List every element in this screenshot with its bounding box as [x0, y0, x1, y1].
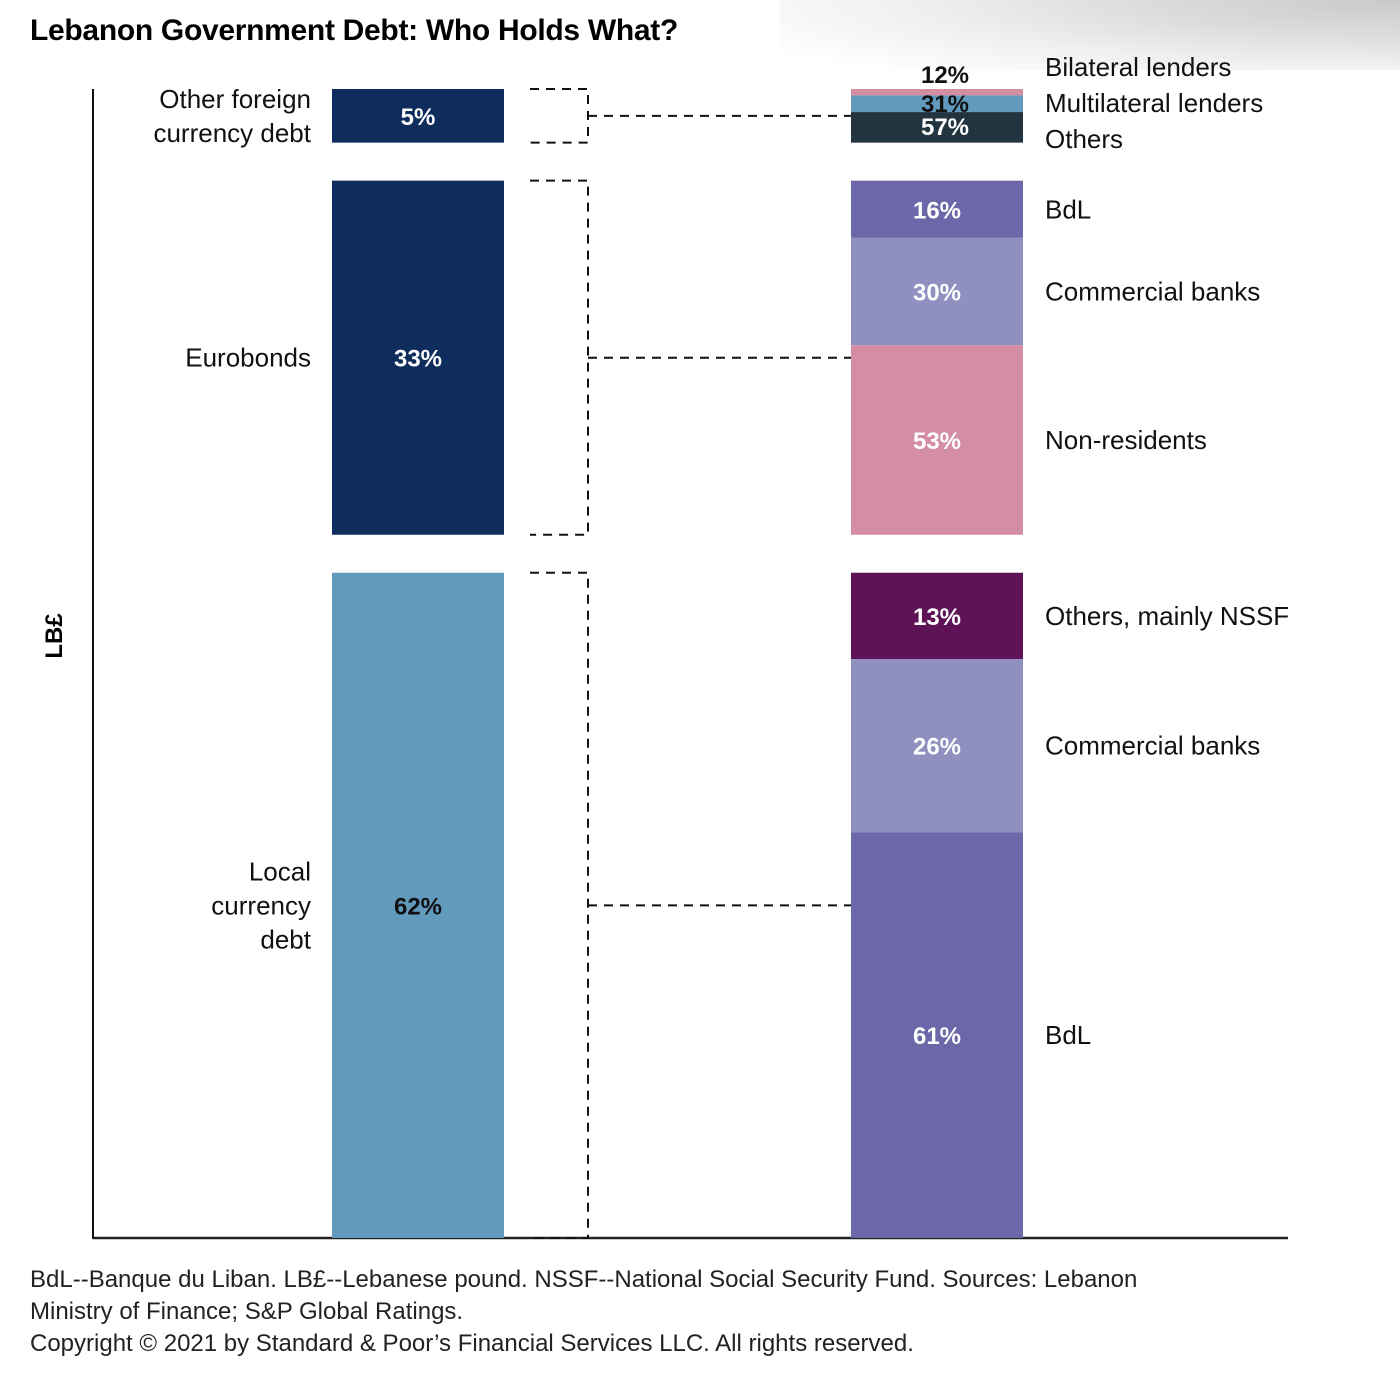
- segment-value-label-bdl: 61%: [913, 1023, 961, 1050]
- bracket-local-currency-debt: [530, 571, 589, 1239]
- segment-other-foreign-currency-debt-others: [851, 112, 1023, 143]
- segment-eurobonds-bdl: [851, 180, 1023, 238]
- bar-other-foreign-currency-debt: [332, 89, 504, 143]
- bar-value-label-local-currency-debt: 62%: [394, 893, 442, 920]
- segment-value-label-commercial-banks: 30%: [913, 280, 961, 307]
- y-axis-label: LB£: [41, 613, 68, 659]
- segment-name-label-bilateral-lenders: Bilateral lenders: [1045, 52, 1231, 82]
- segment-name-label-commercial-banks: Commercial banks: [1045, 731, 1260, 761]
- category-label-local-currency-debt: Local: [249, 856, 311, 886]
- chart-labels: LB£ 5% Other foreign currency debt 12% Bilate…: [41, 52, 1289, 1050]
- category-label-other-foreign-currency-debt: Other foreign: [159, 84, 311, 114]
- chart-title: Lebanon Government Debt: Who Holds What?: [30, 14, 678, 47]
- segment-name-label-commercial-banks: Commercial banks: [1045, 277, 1260, 307]
- segment-name-label-multilateral-lenders: Multilateral lenders: [1045, 88, 1263, 118]
- segment-eurobonds-non-residents: [851, 345, 1023, 535]
- segment-name-label-non-residents: Non-residents: [1045, 425, 1207, 455]
- connector-brackets: [530, 88, 851, 1239]
- bar-value-label-eurobonds: 33%: [394, 346, 442, 373]
- segment-value-label-others-mainly-nssf: 13%: [913, 604, 961, 631]
- category-label-local-currency-debt: currency: [211, 890, 311, 920]
- category-label-other-foreign-currency-debt: currency debt: [153, 118, 311, 148]
- segment-other-foreign-currency-debt-bilateral-lenders: [851, 89, 1023, 96]
- copyright: Copyright © 2021 by Standard & Poor’s Fi…: [30, 1330, 914, 1357]
- segment-eurobonds-commercial-banks: [851, 237, 1023, 346]
- bar-local-currency-debt: [332, 572, 504, 1238]
- segment-value-label-bilateral-lenders: 12%: [921, 62, 969, 89]
- total-bars: [332, 89, 504, 1238]
- segment-value-label-bdl: 16%: [913, 197, 961, 224]
- footnote-line-1: BdL--Banque du Liban. LB£--Lebanese poun…: [30, 1266, 1138, 1293]
- bracket-eurobonds: [530, 179, 589, 536]
- segment-name-label-bdl: BdL: [1045, 1020, 1091, 1050]
- category-label-eurobonds: Eurobonds: [185, 343, 311, 373]
- segment-other-foreign-currency-debt-multilateral-lenders: [851, 95, 1023, 113]
- axes: [92, 89, 1288, 1240]
- segment-value-label-commercial-banks: 26%: [913, 734, 961, 761]
- segment-local-currency-debt-others-mainly-nssf: [851, 572, 1023, 660]
- category-label-local-currency-debt: debt: [260, 924, 311, 954]
- segment-value-label-others: 57%: [921, 114, 969, 141]
- footnote-line-2: Ministry of Finance; S&P Global Ratings.: [30, 1298, 464, 1325]
- segment-value-label-non-residents: 53%: [913, 428, 961, 455]
- segment-local-currency-debt-bdl: [851, 832, 1023, 1238]
- segment-name-label-bdl: BdL: [1045, 194, 1091, 224]
- bracket-other-foreign-currency-debt: [530, 88, 589, 144]
- chart-area: LB£ 5% Other foreign currency debt 12% Bilate…: [41, 52, 1289, 1240]
- segment-name-label-others: Others: [1045, 124, 1123, 154]
- segment-value-label-multilateral-lenders: 31%: [921, 91, 969, 118]
- footnote: BdL--Banque du Liban. LB£--Lebanese poun…: [30, 1264, 1380, 1360]
- bar-eurobonds: [332, 180, 504, 535]
- segment-local-currency-debt-commercial-banks: [851, 659, 1023, 833]
- breakdown-bars: [851, 89, 1023, 1238]
- segment-name-label-others-mainly-nssf: Others, mainly NSSF: [1045, 601, 1289, 631]
- bar-value-label-other-foreign-currency-debt: 5%: [401, 104, 436, 131]
